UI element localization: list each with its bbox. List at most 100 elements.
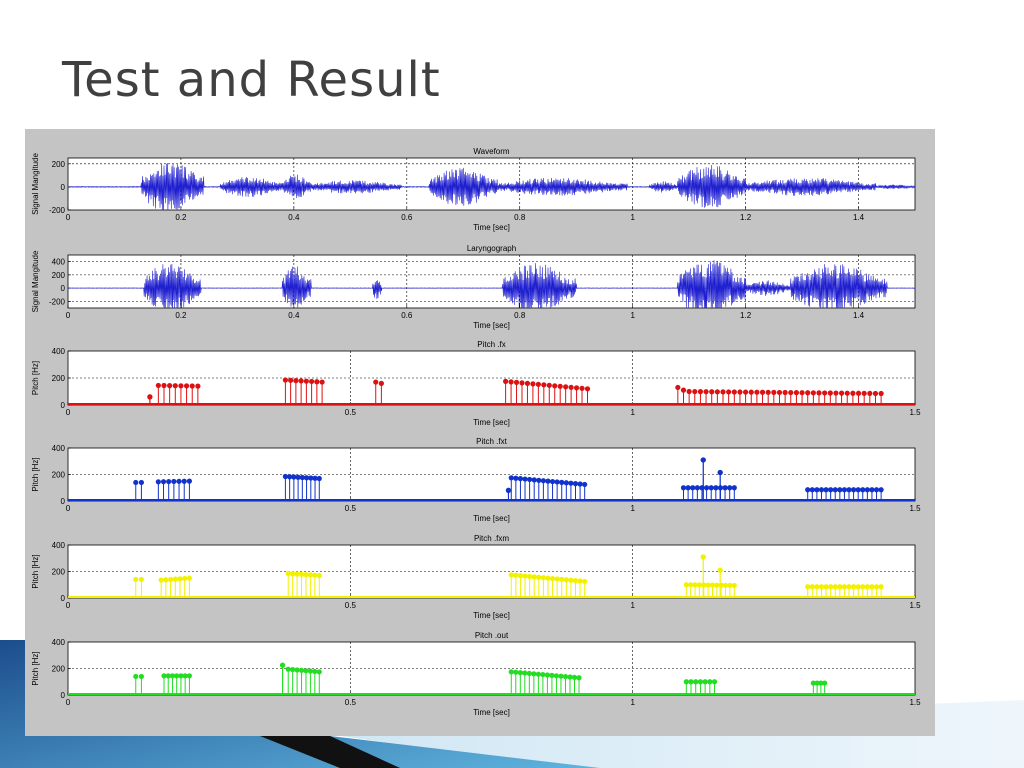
stem-marker (182, 575, 188, 582)
y-tick-label: 400 (52, 347, 66, 356)
stem-marker (688, 679, 694, 685)
stem-marker (314, 379, 320, 385)
stem-marker (846, 487, 852, 493)
x-axis-label: Time [sec] (473, 321, 510, 330)
decor-black-wedge (260, 736, 400, 768)
x-tick-label: 1.5 (909, 408, 921, 417)
stem-marker (279, 662, 286, 668)
stem-marker (291, 474, 297, 480)
stem-marker (535, 381, 541, 387)
chart-title: Pitch .fx (477, 340, 505, 349)
stem-marker (177, 576, 183, 582)
stem-marker (294, 571, 300, 577)
stem-marker (568, 577, 574, 583)
stem-marker (508, 572, 514, 578)
y-axis-label: Signal Mangitude (31, 250, 40, 312)
x-tick-label: 1 (630, 504, 635, 513)
stem-marker (708, 485, 714, 491)
stem-marker (186, 575, 193, 581)
stem-marker (319, 379, 325, 385)
plot-area (68, 163, 915, 210)
y-tick-label: 200 (52, 271, 66, 280)
x-axis-label: Time [sec] (473, 708, 510, 717)
stem-marker (293, 378, 299, 384)
stem-marker (828, 584, 834, 590)
stem-marker (549, 575, 556, 582)
x-tick-label: 1.5 (909, 698, 921, 707)
chart-5: 0 0.5 1 1.5 0 200 400 Pitch .fxm Time [sec] Pitch… (31, 534, 921, 620)
stem-marker (869, 487, 875, 493)
stem-marker (805, 390, 811, 396)
stem-marker (563, 384, 569, 390)
stem-marker (860, 584, 866, 590)
stem-marker (540, 478, 546, 484)
stem-marker (690, 485, 696, 491)
stem-marker (155, 479, 161, 485)
matlab-figure: 0 0.2 0.4 0.6 0.8 1 1.2 1.4 -200 0 200 Waveform Time… (25, 129, 935, 736)
stem-marker (837, 487, 843, 493)
stem-marker (572, 481, 579, 487)
stem-marker (559, 479, 565, 485)
stem-marker (776, 389, 783, 396)
stem-marker (186, 478, 193, 484)
stem-marker (814, 487, 820, 493)
y-tick-label: 0 (61, 497, 66, 506)
stem-marker (161, 673, 167, 679)
stem-marker (577, 578, 583, 584)
y-axis-label: Pitch [Hz] (31, 361, 40, 395)
stem-marker (524, 380, 531, 386)
x-tick-label: 0.8 (514, 213, 526, 222)
stem-marker (850, 390, 856, 396)
x-tick-label: 0 (66, 213, 71, 222)
stem-marker (855, 390, 862, 396)
stem-marker (793, 390, 800, 396)
stem-marker (307, 668, 314, 674)
stem-marker (748, 389, 754, 395)
stem-marker (163, 577, 169, 583)
stem-marker (308, 475, 314, 481)
stem-marker (707, 679, 713, 685)
plot-area (68, 662, 915, 695)
stem-marker (726, 389, 732, 395)
stem-marker (810, 390, 816, 396)
stem-marker (675, 384, 681, 391)
chart-title: Waveform (473, 147, 509, 156)
stem-marker (290, 666, 296, 673)
stem-marker (174, 673, 180, 679)
stem-marker (563, 480, 569, 486)
stem-marker (138, 576, 145, 583)
stem-marker (182, 673, 188, 679)
stem-marker (814, 584, 820, 590)
stem-marker (165, 673, 171, 679)
stem-marker (531, 574, 537, 580)
stem-marker (850, 487, 857, 493)
stem-marker (195, 383, 201, 389)
stem-marker (535, 671, 541, 677)
stem-marker (782, 389, 788, 396)
stem-marker (541, 382, 547, 388)
stem-marker (549, 478, 556, 485)
stem-marker (572, 578, 579, 584)
stem-marker (563, 577, 569, 583)
stem-marker (703, 485, 710, 491)
y-tick-label: 200 (52, 160, 66, 169)
stem-marker (822, 680, 828, 686)
stem-marker (508, 475, 514, 481)
stem-marker (508, 669, 514, 675)
stem-marker (513, 379, 520, 385)
stem-marker (818, 584, 825, 590)
stem-marker (683, 582, 689, 588)
y-tick-label: 400 (52, 638, 66, 647)
stem-marker (559, 576, 565, 582)
stem-marker (855, 584, 861, 590)
stem-marker (860, 487, 866, 493)
stem-marker (531, 477, 537, 483)
stem-marker (508, 379, 514, 385)
stem-marker (316, 669, 322, 675)
stem-marker (709, 389, 715, 395)
y-tick-label: 0 (61, 183, 66, 192)
x-tick-label: 0.4 (288, 213, 300, 222)
y-tick-label: 200 (52, 471, 66, 480)
stem-marker (864, 584, 870, 590)
stem-marker (743, 389, 749, 395)
